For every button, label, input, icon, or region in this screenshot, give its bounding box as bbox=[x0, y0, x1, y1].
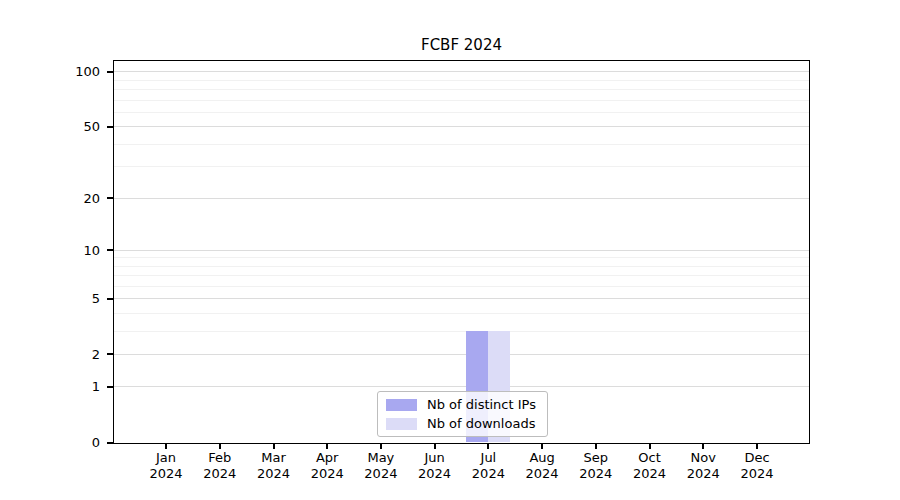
y-axis-tick bbox=[107, 71, 113, 73]
y-axis-label: 100 bbox=[38, 63, 100, 80]
x-axis-tick bbox=[434, 444, 436, 449]
legend-label: Nb of distinct IPs bbox=[427, 397, 536, 412]
x-axis-label-line: Dec bbox=[725, 450, 789, 466]
gridline-major bbox=[114, 71, 809, 72]
y-axis-tick bbox=[107, 386, 113, 388]
x-axis-tick bbox=[219, 444, 221, 449]
y-axis-tick bbox=[107, 249, 113, 251]
legend-label: Nb of downloads bbox=[427, 416, 535, 431]
gridline-minor bbox=[114, 80, 809, 81]
gridline-minor bbox=[114, 331, 809, 332]
gridline-minor bbox=[114, 112, 809, 113]
gridline-major bbox=[114, 386, 809, 387]
y-axis-tick bbox=[107, 353, 113, 355]
gridline-minor bbox=[114, 144, 809, 145]
chart-figure: FCBF 2024 Nb of distinct IPs Nb of downlo… bbox=[0, 0, 900, 500]
legend-item: Nb of distinct IPs bbox=[386, 397, 536, 412]
legend-swatch-icon bbox=[386, 418, 417, 430]
y-axis-tick bbox=[107, 442, 113, 444]
x-axis-tick bbox=[487, 444, 489, 449]
x-axis-tick bbox=[380, 444, 382, 449]
y-axis-label: 20 bbox=[38, 190, 100, 207]
x-axis-tick bbox=[595, 444, 597, 449]
y-axis-label: 10 bbox=[38, 242, 100, 259]
x-axis-tick bbox=[702, 444, 704, 449]
gridline-minor bbox=[114, 166, 809, 167]
gridline-minor bbox=[114, 100, 809, 101]
x-axis-label-line: 2024 bbox=[725, 466, 789, 482]
gridline-minor bbox=[114, 89, 809, 90]
gridline-major bbox=[114, 298, 809, 299]
plot-area: Nb of distinct IPs Nb of downloads bbox=[113, 60, 810, 444]
gridline-minor bbox=[114, 286, 809, 287]
y-axis-tick bbox=[107, 298, 113, 300]
x-axis-tick bbox=[273, 444, 275, 449]
y-axis-label: 5 bbox=[38, 290, 100, 307]
gridline-major bbox=[114, 126, 809, 127]
legend-item: Nb of downloads bbox=[386, 416, 536, 431]
gridline-minor bbox=[114, 313, 809, 314]
x-axis-tick bbox=[649, 444, 651, 449]
gridline-minor bbox=[114, 275, 809, 276]
gridline-major bbox=[114, 354, 809, 355]
chart-title: FCBF 2024 bbox=[113, 36, 810, 54]
y-axis-label: 0 bbox=[38, 434, 100, 451]
y-axis-tick bbox=[107, 197, 113, 199]
x-axis-label: Dec2024 bbox=[725, 450, 789, 482]
gridline-major bbox=[114, 250, 809, 251]
x-axis-tick bbox=[541, 444, 543, 449]
y-axis-label: 50 bbox=[38, 118, 100, 135]
x-axis-tick bbox=[326, 444, 328, 449]
x-axis-tick bbox=[165, 444, 167, 449]
y-axis-label: 2 bbox=[38, 346, 100, 363]
legend: Nb of distinct IPs Nb of downloads bbox=[377, 391, 548, 437]
y-axis-label: 1 bbox=[38, 378, 100, 395]
y-axis-tick bbox=[107, 126, 113, 128]
gridline-minor bbox=[114, 266, 809, 267]
x-axis-tick bbox=[756, 444, 758, 449]
gridline-major bbox=[114, 198, 809, 199]
legend-swatch-icon bbox=[386, 399, 417, 411]
gridline-minor bbox=[114, 257, 809, 258]
